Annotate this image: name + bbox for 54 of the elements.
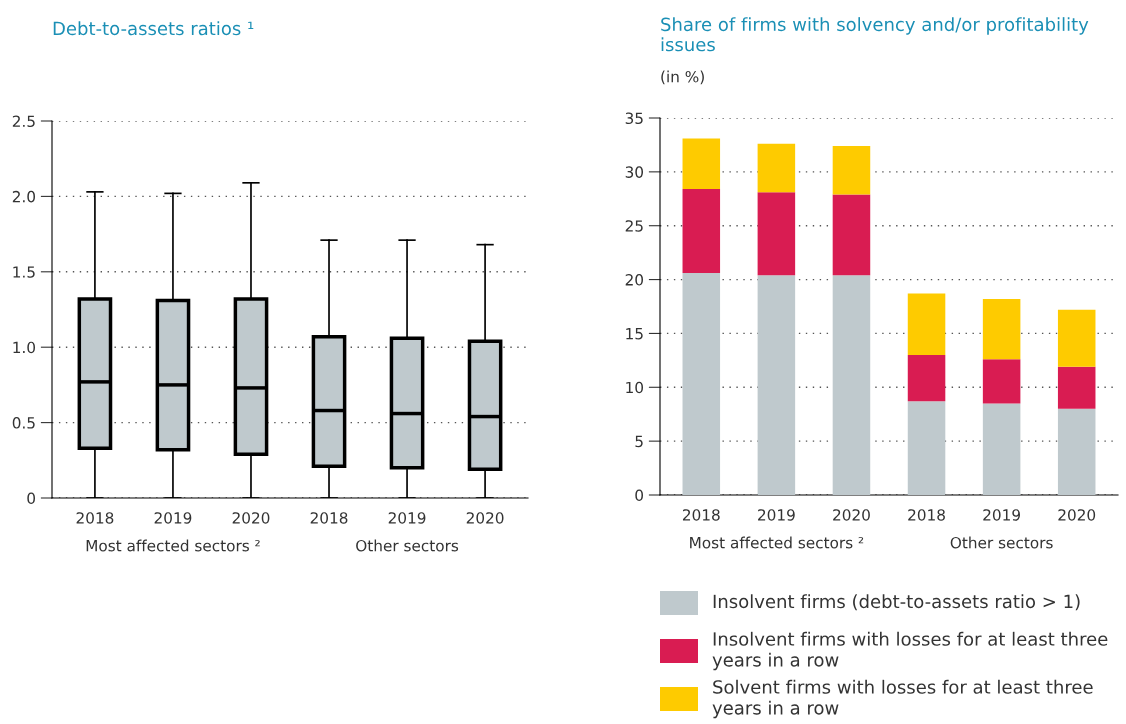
x-tick-label: 2019 (983, 509, 1020, 521)
x-tick-label: 2020 (1058, 509, 1096, 521)
text: Other sectors (950, 536, 1053, 549)
x-tick-label: 2020 (232, 512, 270, 524)
bar (1057, 309, 1096, 367)
legend-label: Solvent firms with losses for at least three years in a row (712, 679, 1093, 719)
x-tick-label: 2018 (310, 512, 348, 524)
bar (982, 359, 1021, 404)
legend-label: Insolvent firms (debt-to-assets ratio > 1) (713, 594, 1080, 611)
bar (907, 401, 946, 495)
chart-title: Debt-to-assets ratios ¹ (53, 21, 254, 36)
y-tick-label: 0 (635, 489, 644, 502)
chart-title: Share of firms with solvency and/or profitability issues (661, 17, 1089, 52)
y-tick-label: 25 (625, 220, 643, 232)
chart-subtitle: (in %) (661, 70, 704, 85)
y-tick-label: 1.0 (13, 341, 36, 354)
x-tick-label: 2019 (388, 512, 426, 524)
bar (832, 194, 871, 276)
text: Other sectors (356, 539, 459, 552)
y-tick-label: 5 (635, 435, 643, 448)
y-tick-label: 30 (625, 166, 644, 178)
y-tick-label: 1.5 (13, 266, 35, 278)
x-tick-label: 2019 (758, 509, 795, 521)
y-tick-label: 35 (625, 112, 643, 125)
bar (982, 298, 1021, 360)
bar (682, 273, 721, 495)
y-tick-label: 2.0 (12, 190, 36, 203)
y-tick-label: 10 (626, 381, 644, 394)
x-tick-label: 2019 (154, 512, 192, 524)
bar (682, 138, 721, 190)
bar (1057, 408, 1096, 495)
legend-label: Insolvent firms with losses for at least three years in a row (712, 631, 1108, 671)
y-tick-label: 20 (625, 274, 644, 286)
text: Most affected sectors ² (86, 539, 260, 552)
bar (907, 354, 946, 402)
x-tick-label: 2020 (833, 509, 870, 521)
bar (832, 146, 871, 195)
bar (982, 403, 1021, 495)
y-tick-label: 15 (626, 328, 643, 340)
y-tick-label: 0 (27, 492, 36, 505)
bar (682, 189, 721, 274)
bar (757, 275, 796, 495)
bar (1057, 366, 1096, 409)
bar (757, 192, 796, 276)
y-tick-label: 2.5 (12, 115, 35, 128)
text: Most affected sectors ² (690, 536, 864, 549)
x-tick-label: 2018 (682, 509, 720, 521)
y-tick-label: 0.5 (12, 417, 35, 429)
x-tick-label: 2018 (76, 512, 114, 524)
bar (757, 143, 796, 193)
x-tick-label: 2020 (466, 512, 504, 524)
bar (907, 293, 946, 355)
x-tick-label: 2018 (908, 509, 945, 521)
bar (832, 275, 871, 495)
